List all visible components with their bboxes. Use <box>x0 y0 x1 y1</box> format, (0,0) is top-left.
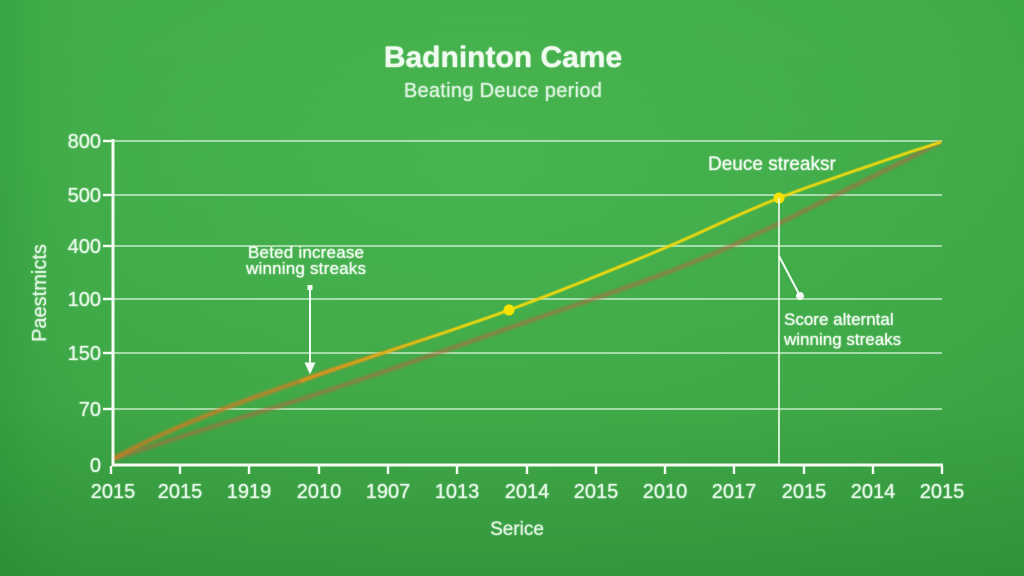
svg-text:2015: 2015 <box>91 481 136 503</box>
svg-text:1919: 1919 <box>227 481 272 503</box>
svg-text:2015: 2015 <box>920 481 965 503</box>
svg-text:winning streaks: winning streaks <box>245 259 366 278</box>
svg-text:2015: 2015 <box>574 481 619 503</box>
svg-text:100: 100 <box>68 289 101 311</box>
svg-text:2014: 2014 <box>851 481 896 503</box>
svg-text:400: 400 <box>68 236 101 258</box>
svg-text:0: 0 <box>90 455 101 477</box>
svg-text:70: 70 <box>79 399 101 421</box>
svg-text:2015: 2015 <box>158 481 203 503</box>
svg-text:800: 800 <box>68 131 101 153</box>
svg-text:1013: 1013 <box>435 481 480 503</box>
svg-text:500: 500 <box>68 185 101 207</box>
svg-text:Beted increase: Beted increase <box>248 243 364 262</box>
svg-text:150: 150 <box>68 343 101 365</box>
svg-text:Serice: Serice <box>490 519 544 540</box>
svg-text:winning streaks: winning streaks <box>783 330 901 349</box>
svg-text:Paestmicts: Paestmicts <box>29 244 51 342</box>
svg-text:Beating Deuce period: Beating Deuce period <box>404 80 602 102</box>
svg-text:2015: 2015 <box>782 481 827 503</box>
svg-text:Badninton Came: Badninton Came <box>384 41 622 74</box>
svg-text:2017: 2017 <box>712 481 757 503</box>
svg-text:2014: 2014 <box>505 481 550 503</box>
svg-text:2010: 2010 <box>297 481 342 503</box>
svg-text:Deuce streaksr: Deuce streaksr <box>708 154 836 175</box>
svg-text:Score alterntal: Score alterntal <box>784 310 894 329</box>
svg-text:2010: 2010 <box>643 481 688 503</box>
svg-text:1907: 1907 <box>366 481 411 503</box>
